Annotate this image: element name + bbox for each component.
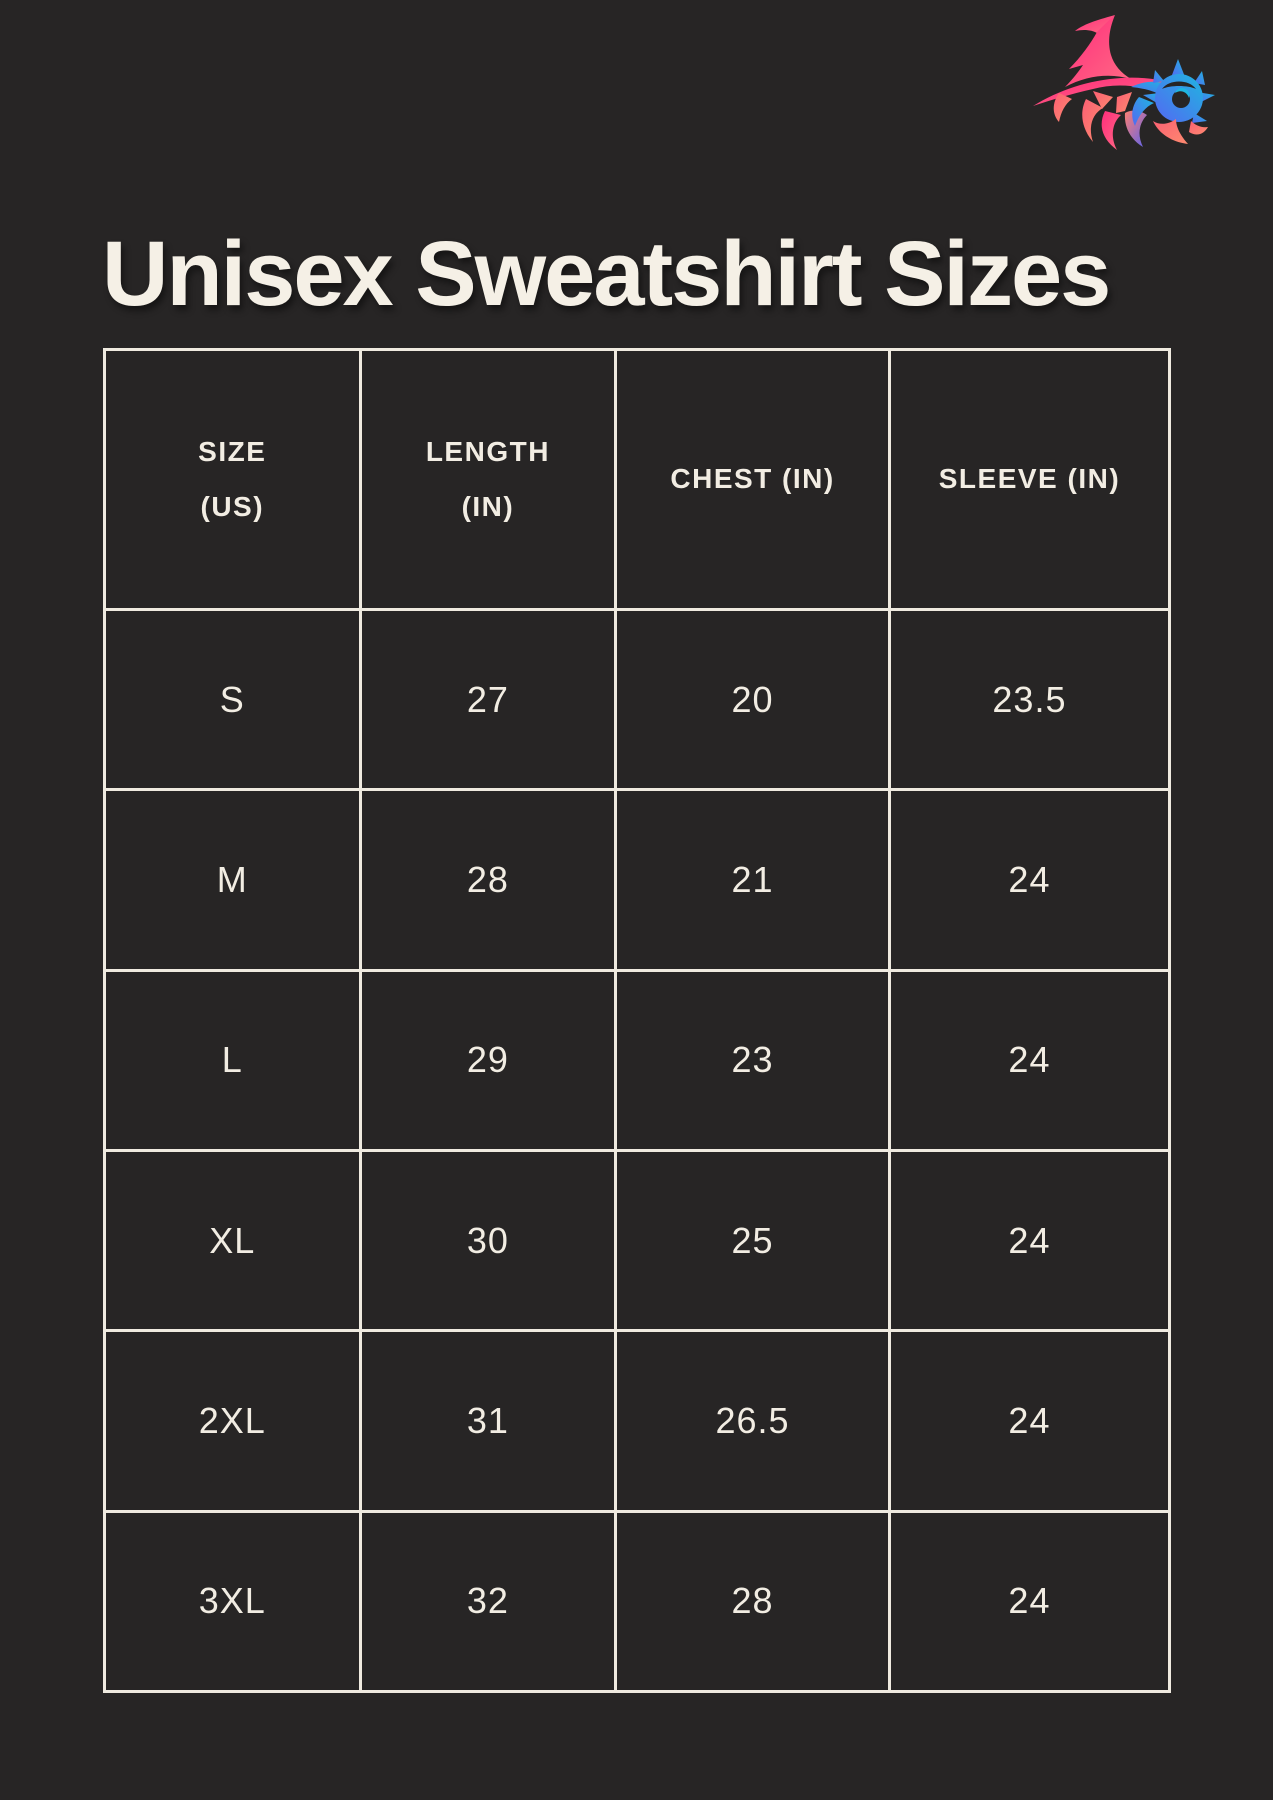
table-row-s: S 27 20 23.5 (103, 607, 1172, 792)
length-cell: 30 (358, 1148, 618, 1333)
sleeve-cell: 24 (887, 788, 1172, 972)
column-header-length: LENGTH (IN) (358, 348, 618, 611)
size-cell: 3XL (103, 1509, 362, 1694)
length-cell: 29 (358, 968, 618, 1152)
size-chart-table: SIZE (US) LENGTH (IN) CHEST (IN) SLEEVE … (103, 348, 1172, 1694)
sleeve-cell: 23.5 (887, 607, 1172, 792)
length-cell: 32 (358, 1509, 618, 1694)
column-header-chest: CHEST (IN) (614, 348, 891, 611)
length-cell: 27 (358, 607, 618, 792)
chest-cell: 20 (614, 607, 891, 792)
sleeve-cell: 24 (887, 1509, 1172, 1694)
chest-cell: 28 (614, 1509, 891, 1694)
size-cell: XL (103, 1148, 362, 1333)
table-row-xl: XL 30 25 24 (103, 1148, 1172, 1333)
table-row-3xl: 3XL 32 28 24 (103, 1509, 1172, 1694)
sleeve-cell: 24 (887, 968, 1172, 1152)
chest-cell: 26.5 (614, 1329, 891, 1513)
table-row-l: L 29 23 24 (103, 968, 1172, 1152)
page-title: Unisex Sweatshirt Sizes (102, 223, 1111, 325)
chest-cell: 23 (614, 968, 891, 1152)
column-header-sleeve: SLEEVE (IN) (887, 348, 1172, 611)
table-row-m: M 28 21 24 (103, 788, 1172, 972)
wizard-logo-icon (1033, 15, 1215, 150)
length-cell: 31 (358, 1329, 618, 1513)
length-cell: 28 (358, 788, 618, 972)
chest-cell: 25 (614, 1148, 891, 1333)
sleeve-cell: 24 (887, 1329, 1172, 1513)
size-cell: S (103, 607, 362, 792)
header-row: SIZE (US) LENGTH (IN) CHEST (IN) SLEEVE … (103, 348, 1172, 611)
size-cell: M (103, 788, 362, 972)
size-cell: 2XL (103, 1329, 362, 1513)
column-header-size: SIZE (US) (103, 348, 362, 611)
table-row-2xl: 2XL 31 26.5 24 (103, 1329, 1172, 1513)
chest-cell: 21 (614, 788, 891, 972)
sleeve-cell: 24 (887, 1148, 1172, 1333)
size-cell: L (103, 968, 362, 1152)
brand-logo (1029, 13, 1216, 150)
